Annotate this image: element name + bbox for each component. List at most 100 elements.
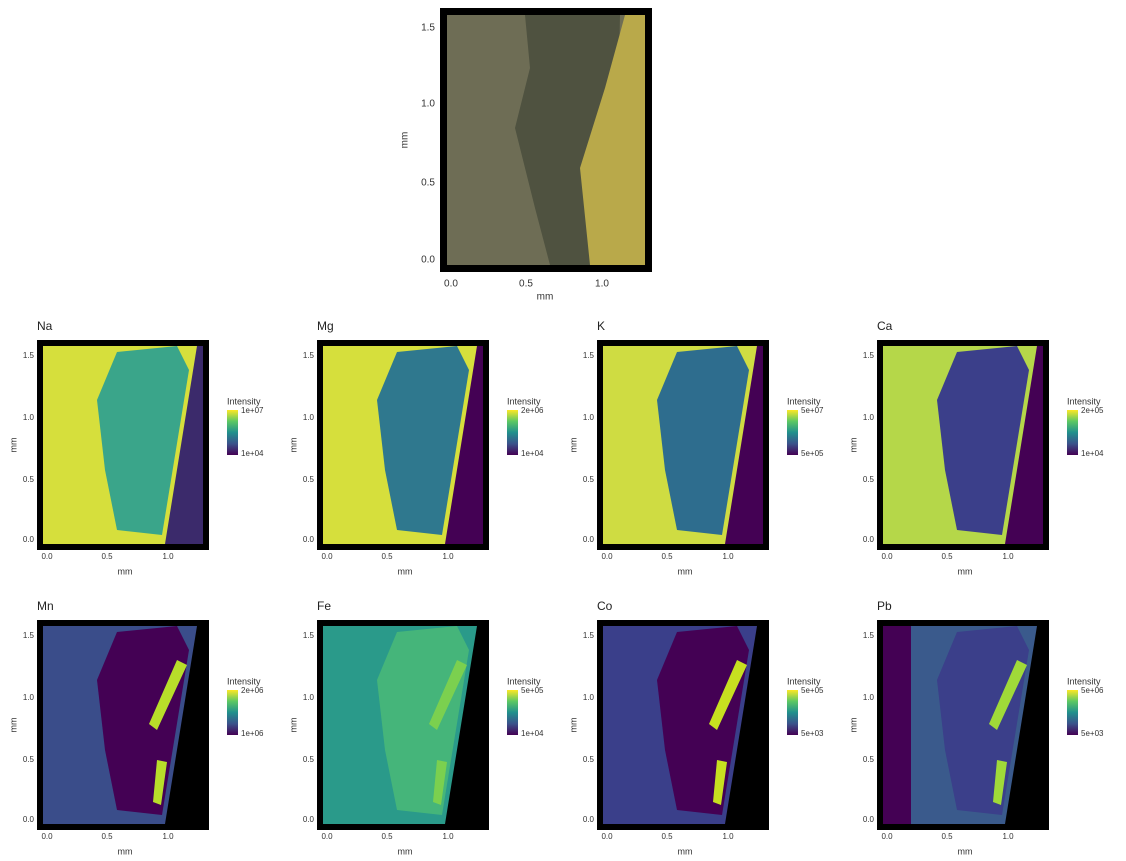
y-tick-label: 0.5 (583, 755, 595, 764)
x-axis-label: mm (958, 846, 973, 856)
x-axis-label: mm (678, 846, 693, 856)
legend-max: 5e+07 (801, 406, 824, 415)
colorbar (507, 690, 518, 735)
x-tick-label: 0.5 (661, 832, 673, 841)
x-tick-label: 0.5 (101, 832, 113, 841)
map-panel (37, 620, 209, 830)
panel-title: Fe (317, 599, 331, 613)
y-tick-label: 1.5 (23, 631, 35, 640)
y-tick-label: 0.0 (583, 815, 595, 824)
y-tick-label: 1.0 (303, 693, 315, 702)
legend-max: 2e+05 (1081, 406, 1104, 415)
y-tick-label: 1.0 (421, 99, 435, 110)
colorbar (227, 410, 238, 455)
y-tick-label: 0.0 (23, 815, 35, 824)
legend-title: Intensity (227, 676, 261, 686)
y-tick-label: 1.5 (23, 351, 35, 360)
legend-title: Intensity (507, 396, 541, 406)
y-tick-label: 1.0 (863, 693, 875, 702)
x-axis-label: mm (118, 566, 133, 576)
y-tick-label: 1.5 (863, 351, 875, 360)
x-tick-label: 0.0 (601, 552, 613, 561)
x-tick-label: 1.0 (1002, 552, 1014, 561)
legend-title: Intensity (787, 676, 821, 686)
y-tick-label: 0.0 (303, 535, 315, 544)
y-tick-label: 0.0 (23, 535, 35, 544)
x-axis-label: mm (958, 566, 973, 576)
legend-min: 1e+04 (521, 729, 544, 738)
colorbar (507, 410, 518, 455)
x-tick-label: 1.0 (162, 552, 174, 561)
x-tick-label: 0.0 (41, 832, 53, 841)
legend-max: 5e+06 (1081, 686, 1104, 695)
y-tick-label: 1.0 (23, 693, 35, 702)
y-tick-label: 0.5 (863, 755, 875, 764)
x-tick-label: 0.5 (101, 552, 113, 561)
y-tick-label: 1.0 (863, 413, 875, 422)
y-axis-label: mm (568, 718, 578, 733)
y-tick-label: 0.5 (583, 475, 595, 484)
x-axis-label: mm (118, 846, 133, 856)
legend-max: 1e+07 (241, 406, 264, 415)
map-strip (883, 626, 911, 824)
x-tick-label: 0.0 (881, 552, 893, 561)
x-tick-label: 0.0 (321, 552, 333, 561)
y-axis-label: mm (8, 718, 18, 733)
colorbar (1067, 410, 1078, 455)
legend-min: 1e+04 (521, 449, 544, 458)
y-tick-label: 0.5 (23, 755, 35, 764)
y-tick-label: 0.0 (863, 535, 875, 544)
x-axis-label: mm (537, 292, 554, 303)
y-tick-label: 1.5 (303, 351, 315, 360)
y-axis-label: mm (568, 438, 578, 453)
x-tick-label: 1.0 (595, 279, 609, 290)
x-tick-label: 1.0 (442, 552, 454, 561)
y-tick-label: 1.0 (583, 413, 595, 422)
x-tick-label: 0.5 (381, 832, 393, 841)
figure: 0.00.51.00.00.51.01.5mmmmNa0.00.51.00.00… (0, 0, 1126, 861)
legend-max: 5e+05 (801, 686, 824, 695)
panel-title: Co (597, 599, 613, 613)
x-tick-label: 0.0 (41, 552, 53, 561)
y-tick-label: 1.0 (23, 413, 35, 422)
legend-title: Intensity (507, 676, 541, 686)
map-panel (317, 620, 489, 830)
map-panel (597, 620, 769, 830)
panel-title: Mg (317, 319, 334, 333)
y-tick-label: 0.0 (583, 535, 595, 544)
legend-max: 5e+05 (521, 686, 544, 695)
colorbar (1067, 690, 1078, 735)
panel-title: Mn (37, 599, 54, 613)
y-tick-label: 0.5 (23, 475, 35, 484)
x-tick-label: 0.0 (321, 832, 333, 841)
y-tick-label: 1.5 (303, 631, 315, 640)
y-tick-label: 0.5 (421, 178, 435, 189)
y-axis-label: mm (288, 438, 298, 453)
legend-title: Intensity (227, 396, 261, 406)
y-tick-label: 0.5 (863, 475, 875, 484)
x-tick-label: 0.5 (381, 552, 393, 561)
y-tick-label: 1.5 (583, 351, 595, 360)
y-axis-label: mm (848, 438, 858, 453)
map-panel (37, 340, 209, 550)
legend-title: Intensity (1067, 676, 1101, 686)
y-tick-label: 1.5 (583, 631, 595, 640)
x-axis-label: mm (398, 566, 413, 576)
y-tick-label: 1.5 (863, 631, 875, 640)
y-tick-label: 1.5 (421, 23, 435, 34)
legend-min: 1e+04 (241, 449, 264, 458)
x-tick-label: 0.5 (661, 552, 673, 561)
panel-title: Pb (877, 599, 892, 613)
x-axis-label: mm (678, 566, 693, 576)
x-tick-label: 1.0 (722, 552, 734, 561)
x-tick-label: 1.0 (162, 832, 174, 841)
x-tick-label: 0.0 (881, 832, 893, 841)
map-panel (597, 340, 769, 550)
x-tick-label: 1.0 (722, 832, 734, 841)
y-tick-label: 0.5 (303, 755, 315, 764)
legend-min: 5e+05 (801, 449, 824, 458)
y-tick-label: 0.0 (863, 815, 875, 824)
x-tick-label: 0.5 (941, 552, 953, 561)
x-axis-label: mm (398, 846, 413, 856)
legend-title: Intensity (787, 396, 821, 406)
